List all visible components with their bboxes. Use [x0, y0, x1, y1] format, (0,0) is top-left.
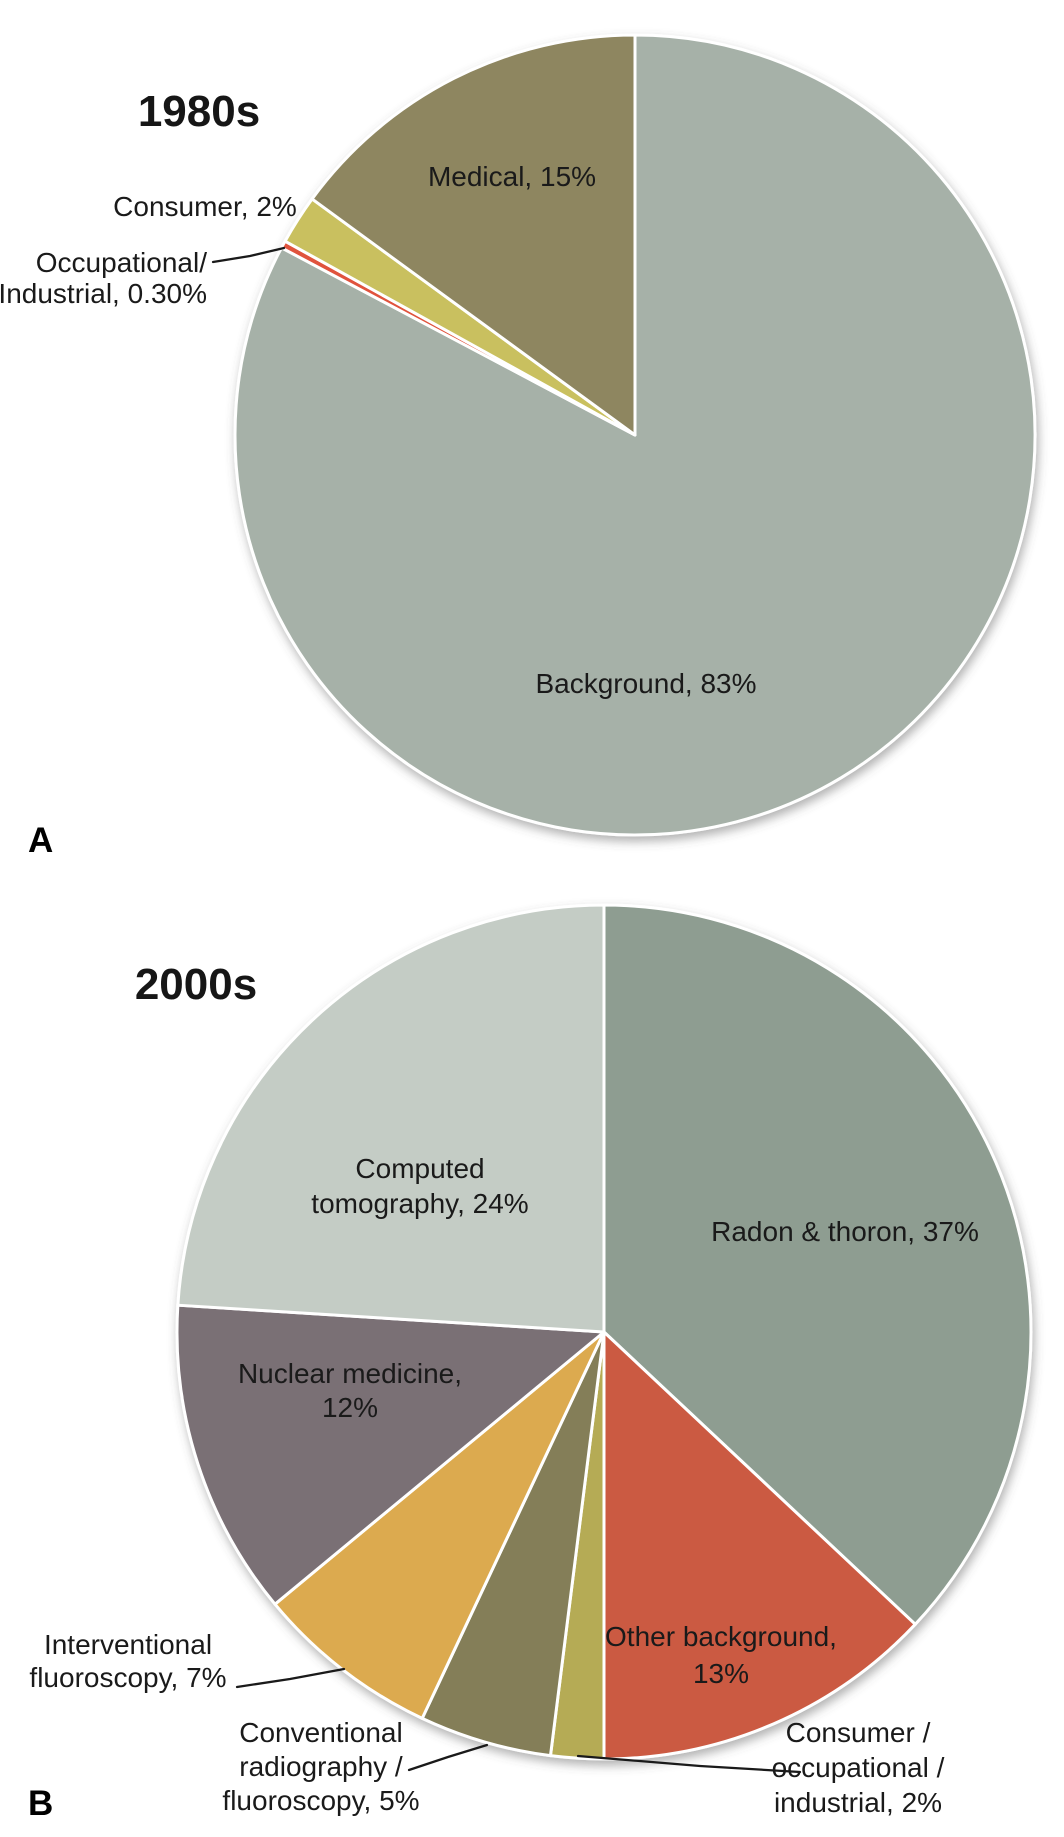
- pie-chart-2000s: Radon & thoron, 37% Other background, 13% C…: [29, 903, 1033, 1818]
- pie-slice-nuclear-medicine: [175, 1303, 606, 1606]
- slice-label-interventional-fluoroscopy: Interventional fluoroscopy, 7%: [29, 1629, 226, 1693]
- pie-slice-medical: [310, 33, 637, 437]
- slice-label-consumer-occupational-industrial: Consumer / occupational / industrial, 2%: [772, 1717, 945, 1818]
- leader-line-occupational-industrial: [211, 246, 286, 264]
- slice-label-conventional-radiography-fluoroscopy: Conventional radiography / fluoroscopy, 5%: [222, 1717, 419, 1816]
- pie-slice-radon-thoron: [602, 903, 1033, 1626]
- slice-label-background: Background, 83%: [535, 668, 756, 699]
- pie-chart-1980s: Background, 83% Occupational/Industrial, …: [0, 33, 1037, 837]
- leader-line-consumer-occupational-industrial: [576, 1754, 802, 1774]
- slice-label-consumer: Consumer, 2%: [113, 191, 297, 222]
- slice-label-computed-tomography: Computed tomography, 24%: [311, 1153, 528, 1219]
- figure-panel-label-a: A: [28, 821, 53, 860]
- figure-panel-label-b: B: [28, 1784, 53, 1823]
- leader-line-conventional-radiography-fluoroscopy: [407, 1743, 489, 1772]
- pie-slice-computed-tomography: [176, 903, 606, 1334]
- slice-label-medical: Medical, 15%: [428, 161, 596, 192]
- slice-label-occupational-industrial: Occupational/Industrial, 0.30%: [0, 247, 207, 309]
- chart-title-2000s: 2000s: [135, 960, 257, 1009]
- chart-title-1980s: 1980s: [138, 87, 260, 136]
- slice-label-radon-thoron: Radon & thoron, 37%: [711, 1216, 979, 1247]
- leader-line-interventional-fluoroscopy: [235, 1667, 346, 1689]
- pie-slice-other-background: [602, 1330, 917, 1761]
- slice-label-nuclear-medicine: Nuclear medicine, 12%: [238, 1358, 462, 1423]
- slice-label-other-background: Other background, 13%: [605, 1621, 837, 1689]
